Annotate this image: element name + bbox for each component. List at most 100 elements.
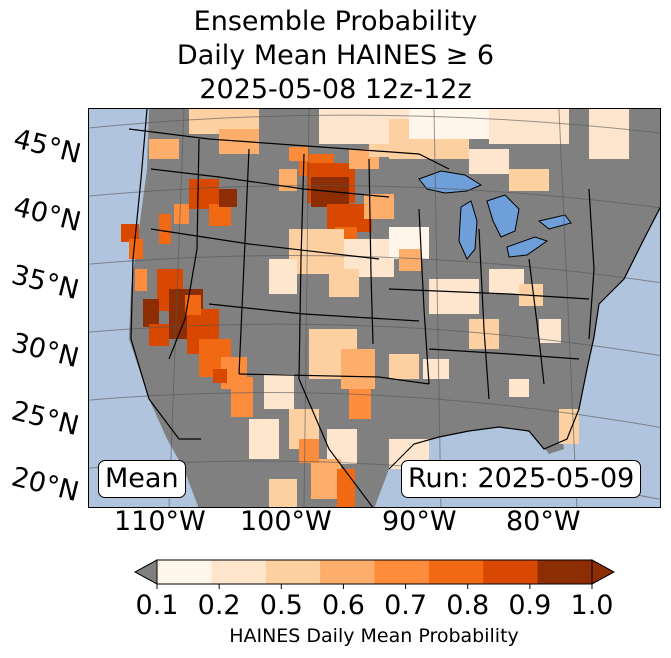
canada-prob-cell <box>509 169 549 191</box>
coast-prob-cell <box>129 239 143 259</box>
colorbar-segment <box>211 560 267 584</box>
lat-label-45: 45°N <box>10 123 84 171</box>
colorbar-segment <box>537 560 593 584</box>
state-line-4 <box>298 153 305 380</box>
colorbar-tick-label: 0.9 <box>508 590 552 621</box>
state-line-7 <box>208 303 420 322</box>
lat-line-35 <box>89 254 660 284</box>
south-prob-cell <box>423 359 449 379</box>
colorbar-tick-label: 0.5 <box>259 590 303 621</box>
florida-land <box>509 349 564 454</box>
map-canvas <box>89 109 660 507</box>
colorbar-segment <box>320 560 375 584</box>
south-prob-cell <box>264 374 294 409</box>
colorbar-outline <box>156 559 593 585</box>
mexico-prob-cell <box>311 459 341 499</box>
plains-high-prob-cell <box>289 147 309 161</box>
lat-line-40 <box>89 184 660 209</box>
lat-line-45 <box>89 114 660 134</box>
lake-michigan <box>458 200 478 260</box>
mexico-prob-cell <box>299 439 319 463</box>
northwest-prob-cell <box>174 204 189 224</box>
colorbar-tick-label: 1.0 <box>570 590 614 621</box>
state-line-10 <box>478 228 490 400</box>
south-prob-cell <box>341 349 375 389</box>
colorbar-tick-label: 0.8 <box>446 590 490 621</box>
coast-prob-cell <box>143 299 159 327</box>
coast-prob-cell <box>149 324 169 346</box>
lon-label-100: 100°W <box>240 506 332 537</box>
lake-ontario <box>537 214 572 230</box>
colorbar-segment <box>483 560 539 584</box>
graticule-layer <box>89 109 660 507</box>
mexico-prob-cell <box>337 469 355 507</box>
colorbar-segment <box>374 560 430 584</box>
lat-line-30 <box>89 323 660 357</box>
title-line-1: Ensemble Probability <box>193 6 478 37</box>
lon-line-90 <box>433 109 442 507</box>
run-date-label: Run: 2025-05-09 <box>408 463 635 494</box>
colorbar-over-arrow <box>591 559 616 585</box>
gulf-atlantic-coastline <box>388 206 660 470</box>
lon-line-80 <box>558 109 578 507</box>
southwest-high-prob-cell <box>213 369 227 383</box>
state-line-5 <box>368 158 374 345</box>
stat-label: Mean <box>105 463 179 494</box>
state-line-13 <box>528 258 545 385</box>
state-line-2 <box>168 138 200 360</box>
colorbar-tick-label: 0.7 <box>384 590 428 621</box>
colorbar-segment <box>157 560 212 584</box>
colorbar <box>133 559 616 589</box>
colorbar-segment <box>265 560 321 584</box>
south-prob-cell <box>389 354 419 379</box>
baja-land <box>199 439 229 507</box>
lat-label-25: 25°N <box>8 395 82 443</box>
lat-label-40: 40°N <box>10 191 84 239</box>
state-line-6 <box>150 228 380 260</box>
south-prob-cell <box>249 419 279 459</box>
state-line-14 <box>588 188 595 340</box>
coast-prob-cell <box>135 269 147 291</box>
coast-prob-cell <box>121 224 139 242</box>
lake-huron <box>486 194 520 238</box>
east-prob-cell <box>589 109 629 159</box>
canada-prob-cell <box>489 109 569 144</box>
colorbar-label: HAINES Daily Mean Probability <box>229 625 519 647</box>
lat-label-35: 35°N <box>8 259 82 307</box>
lat-line-25 <box>89 392 660 428</box>
state-line-9 <box>418 208 430 385</box>
south-prob-cell <box>327 429 357 464</box>
lon-label-80: 80°W <box>506 506 581 537</box>
mexico-prob-cell <box>269 479 297 507</box>
canada-prob-cell <box>149 139 179 159</box>
state-borders-layer <box>128 109 660 507</box>
east-prob-cell <box>489 269 524 294</box>
colorbar-under-arrow <box>133 559 158 585</box>
east-prob-cell <box>509 379 529 397</box>
state-line-3 <box>238 148 250 375</box>
east-prob-cell <box>429 279 479 314</box>
title-line-3: 2025-05-08 12z-12z <box>199 74 472 105</box>
northwest-prob-cell <box>159 214 171 244</box>
southwest-high-prob-cell <box>231 377 253 417</box>
colorbar-tick-label: 0.1 <box>135 590 179 621</box>
lon-label-90: 90°W <box>382 506 457 537</box>
colorbar-tick-label: 0.6 <box>321 590 365 621</box>
east-prob-cell <box>539 319 561 343</box>
run-date-box: Run: 2025-05-09 <box>401 460 642 498</box>
lake-superior <box>418 170 483 194</box>
canada-prob-cell <box>469 149 509 174</box>
plains-low-prob-cell <box>329 269 359 297</box>
lat-label-20: 20°N <box>8 461 82 509</box>
state-line-8 <box>238 373 430 385</box>
lon-label-110: 110°W <box>114 506 206 537</box>
stat-label-box: Mean <box>98 460 186 498</box>
northwest-prob-cell <box>209 204 231 226</box>
south-prob-cell <box>349 389 371 419</box>
lon-line-110 <box>168 109 185 507</box>
canada-border <box>128 128 450 170</box>
southwest-high-prob-cell <box>185 295 201 315</box>
lake-erie <box>506 236 549 258</box>
plains-low-prob-cell <box>399 249 421 271</box>
texas-border <box>298 378 374 507</box>
